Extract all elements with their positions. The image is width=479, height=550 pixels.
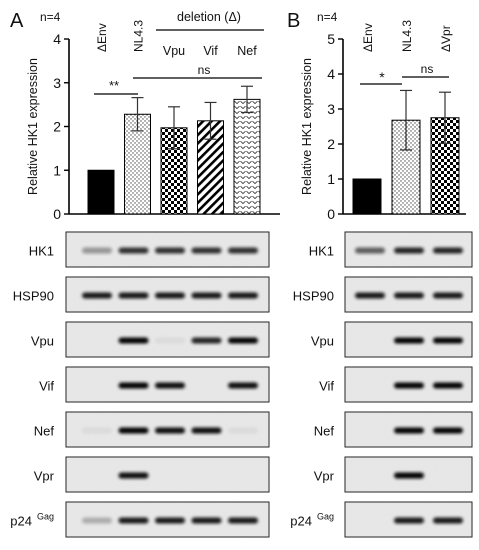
panel-a-band	[155, 247, 185, 254]
chart-a-category-label-4: Nef	[237, 44, 257, 58]
panel-a-blot-label-sup: Gag	[37, 512, 54, 522]
panel-b-band	[394, 472, 424, 479]
panel-a-band	[228, 517, 258, 524]
panel-a-band	[82, 517, 112, 524]
chart-b-category-label-0: ΔEnv	[361, 23, 375, 52]
panel-a-band	[155, 337, 185, 344]
chart-a-y-tick-label: 2	[53, 119, 61, 135]
panel-b-blot-label: Nef	[314, 424, 335, 439]
chart-b: 0 1 2 3 4 5 Relative HK1 expression ΔEnv NL4.3 ΔV…	[300, 20, 466, 222]
panel-b-sig-1: *	[379, 69, 385, 85]
panel-a-sig-2: ns	[198, 63, 211, 77]
panel-a-band	[191, 247, 222, 254]
chart-b-y-tick-label: 2	[327, 136, 335, 152]
chart-a-y-tick-label: 0	[53, 206, 61, 222]
chart-a-category-label-3: Vif	[203, 44, 218, 58]
panel-b-blot-label-sup: Gag	[317, 512, 334, 522]
chart-a-y-tick-label: 1	[53, 162, 61, 178]
chart-b-y-tick-label: 3	[327, 101, 335, 117]
panel-b-blot-label: Vpu	[311, 334, 334, 349]
panel-a-band	[155, 427, 185, 434]
chart-a-y-tick-label: 4	[53, 31, 61, 47]
panel-a-band	[118, 517, 149, 524]
panel-a-deletion-label: deletion (Δ)	[177, 10, 241, 24]
chart-b-category-label-2: ΔVpr	[439, 25, 453, 52]
panel-a-band	[228, 247, 258, 254]
panel-b-band	[433, 382, 463, 389]
panel-a-blot-label: Vpu	[31, 334, 54, 349]
panel-a-band	[118, 292, 149, 299]
panel-a-band	[82, 427, 112, 434]
panel-a-band	[228, 337, 258, 344]
panel-b-band	[433, 427, 463, 434]
panel-a-sig-1: **	[109, 78, 119, 93]
chart-b-y-axis-label: Relative HK1 expression	[300, 58, 314, 195]
chart-a-category-label-1: NL4.3	[132, 20, 146, 52]
panel-a-band	[155, 292, 185, 299]
panel-b-n-label: n=4	[317, 10, 338, 24]
panel-b-band	[394, 382, 424, 389]
panel-a-blot-label: Vpr	[34, 469, 55, 484]
panel-a-band	[82, 292, 112, 299]
panel-a-band	[191, 427, 222, 434]
panel-b-band	[433, 292, 463, 299]
panel-a-blot-label: p24	[10, 514, 32, 529]
panel-a-band	[228, 427, 258, 434]
panel-a-blot-label: Nef	[34, 424, 55, 439]
panel-b-band	[394, 247, 424, 254]
panel-a-band	[118, 472, 149, 479]
panel-b-blot-label: Vif	[319, 379, 334, 394]
panel-b-band	[394, 292, 424, 299]
panel-b-band	[394, 517, 424, 524]
panel-a-n-label: n=4	[40, 10, 61, 24]
chart-a-category-label-0: ΔEnv	[95, 23, 109, 52]
panel-a-band	[118, 427, 149, 434]
panel-a-band	[118, 337, 149, 344]
blots-b: HK1 HSP90 Vpu Vif Nef Vpr p24 Gag	[290, 231, 473, 538]
panel-b-letter: B	[287, 10, 300, 32]
panel-a-band	[228, 292, 258, 299]
panel-a-band	[191, 292, 222, 299]
chart-b-y-tick-label: 0	[327, 206, 335, 222]
panel-a-band	[118, 247, 149, 254]
chart-a-bar-0	[87, 169, 115, 215]
panel-b-band	[433, 337, 463, 344]
panel-b-blot-label: HK1	[309, 244, 334, 259]
panel-a-band	[155, 382, 185, 389]
panel-a-band	[228, 382, 258, 389]
panel-b-band	[355, 292, 385, 299]
chart-b-y-tick-label: 1	[327, 171, 335, 187]
panel-a-blot-label: Vif	[39, 379, 54, 394]
chart-a-y-axis-label: Relative HK1 expression	[26, 58, 40, 195]
chart-b-y-tick-label: 5	[327, 31, 335, 47]
panel-a-band	[155, 517, 185, 524]
chart-a-y-tick-label: 3	[53, 75, 61, 91]
chart-a: 0 1 2 3 4 Relative HK1 expression ΔEnv NL4.3 Vpu…	[26, 20, 280, 222]
panel-a-band	[191, 517, 222, 524]
panel-a-letter: A	[10, 10, 24, 32]
chart-b-y-tick-label: 4	[327, 66, 335, 82]
chart-a-bar-4	[233, 98, 261, 215]
panel-b-band	[355, 247, 385, 254]
panel-a-band	[118, 382, 149, 389]
panel-b-band	[433, 517, 463, 524]
chart-b-category-label-1: NL4.3	[400, 20, 414, 52]
panel-b-blot-label: HSP90	[293, 289, 334, 304]
panel-a-blot-label: HSP90	[13, 289, 54, 304]
panel-a-blot-label: HK1	[29, 244, 54, 259]
panel-b-band	[394, 427, 424, 434]
panel-a-band	[191, 337, 222, 344]
panel-b-band	[433, 247, 463, 254]
panel-a-blot-noise	[66, 457, 269, 492]
panel-b-band	[394, 337, 424, 344]
panel-a-band	[82, 247, 112, 254]
chart-a-category-label-2: Vpu	[163, 44, 185, 58]
blots-a: HK1 HSP90 Vpu Vif Nef Vpr p24 Gag	[10, 231, 270, 538]
panel-b-sig-2: ns	[421, 62, 434, 76]
panel-b-blot-label: p24	[290, 514, 312, 529]
panel-b-blot-label: Vpr	[314, 469, 335, 484]
chart-b-bar-0	[352, 178, 382, 215]
